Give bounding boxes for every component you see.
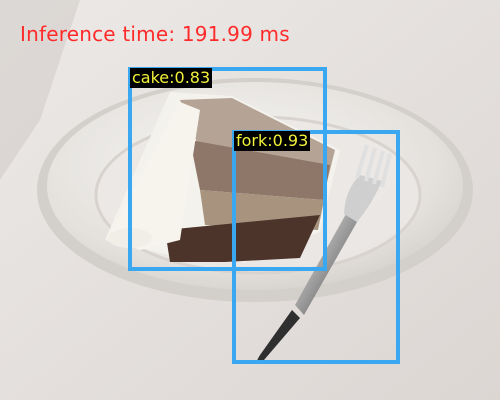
table-shadow <box>0 0 80 180</box>
fork <box>256 144 392 364</box>
inference-time-label: Inference time: 191.99 ms <box>20 22 290 46</box>
cake-bounding-box <box>128 67 327 271</box>
fork-bounding-box <box>232 130 400 364</box>
fork-detection-label: fork:0.93 <box>234 131 311 151</box>
cake-detection-label: cake:0.83 <box>130 68 213 88</box>
